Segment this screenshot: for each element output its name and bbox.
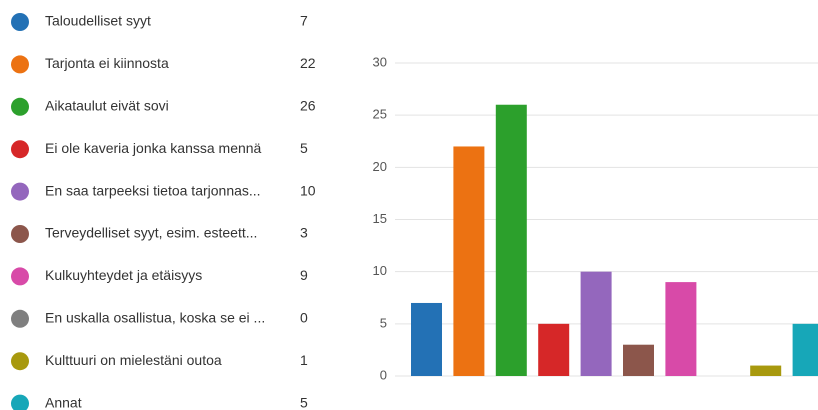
legend-count: 0: [300, 310, 308, 326]
legend-count: 5: [300, 140, 308, 156]
y-tick-label: 15: [373, 211, 387, 226]
legend-dot: [11, 309, 29, 328]
legend-label: Aikataulut eivät sovi: [45, 98, 169, 114]
legend-label: Annat: [45, 394, 82, 410]
bar: [411, 302, 442, 376]
legend-count: 10: [300, 182, 316, 198]
y-tick-label: 5: [380, 315, 387, 330]
legend-count: 7: [300, 13, 308, 29]
legend-count: 3: [300, 225, 308, 241]
legend-label: Tarjonta ei kiinnosta: [45, 55, 169, 71]
y-tick-label: 10: [373, 263, 387, 278]
bar: [750, 365, 782, 376]
bar: [623, 344, 654, 376]
legend-label: En saa tarpeeksi tietoa tarjonnas...: [45, 182, 261, 198]
y-tick-label: 25: [373, 107, 387, 122]
legend-label: Kulkuyhteydet ja etäisyys: [45, 267, 202, 283]
legend-label: Terveydelliset syyt, esim. esteett...: [45, 225, 257, 241]
legend-count: 9: [300, 267, 308, 283]
bar: [580, 271, 612, 376]
legend-dot: [11, 352, 29, 371]
bar: [792, 323, 818, 376]
bar: [665, 282, 697, 376]
bar: [538, 323, 570, 376]
bar: [453, 146, 485, 376]
legend-count: 26: [300, 98, 316, 114]
legend-dot: [11, 394, 29, 410]
legend-count: 1: [300, 352, 308, 368]
y-tick-label: 20: [373, 159, 387, 174]
bar: [495, 104, 527, 376]
legend-count: 22: [300, 55, 316, 71]
legend-dot: [11, 182, 29, 201]
y-tick-label: 30: [373, 54, 387, 69]
legend-label: Taloudelliset syyt: [45, 13, 151, 29]
legend-dot: [11, 13, 29, 31]
legend-count: 5: [300, 394, 308, 410]
legend-label: Kulttuuri on mielestäni outoa: [45, 352, 222, 368]
legend-dot: [11, 225, 29, 243]
legend-dot: [11, 97, 29, 116]
legend-dot: [11, 140, 29, 159]
legend-dot: [11, 55, 29, 74]
legend-label: Ei ole kaveria jonka kanssa mennä: [45, 140, 262, 156]
y-tick-label: 0: [380, 367, 387, 382]
legend-dot: [11, 267, 29, 286]
legend-label: En uskalla osallistua, koska se ei ...: [45, 310, 265, 326]
